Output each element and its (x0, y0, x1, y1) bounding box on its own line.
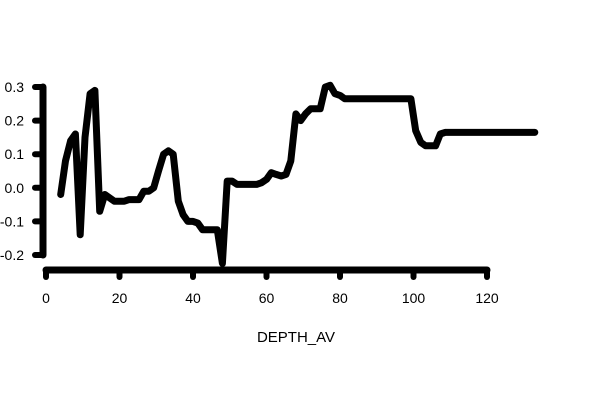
y-tick-label: -0.2 (0, 247, 24, 263)
y-tick-label: 0.0 (5, 180, 25, 196)
y-tick-label: 0.2 (5, 113, 25, 129)
x-axis: 0 20 40 60 80 100 120 (42, 266, 499, 306)
x-tick-label: 80 (332, 290, 348, 306)
y-axis: 0.3 0.2 0.1 0.0 -0.1 -0.2 (0, 79, 47, 263)
y-tick-label: 0.3 (5, 79, 25, 95)
x-tick-label: 40 (185, 290, 201, 306)
y-tick-label: -0.1 (0, 213, 24, 229)
x-tick-label: 100 (402, 290, 426, 306)
x-tick-label: 120 (475, 290, 499, 306)
x-axis-title: DEPTH_AV (257, 329, 335, 346)
x-tick-label: 20 (112, 290, 128, 306)
series-line (57, 81, 539, 267)
y-tick-label: 0.1 (5, 146, 25, 162)
series-group (57, 81, 539, 267)
x-tick-label: 60 (259, 290, 275, 306)
x-tick-label: 0 (42, 290, 50, 306)
